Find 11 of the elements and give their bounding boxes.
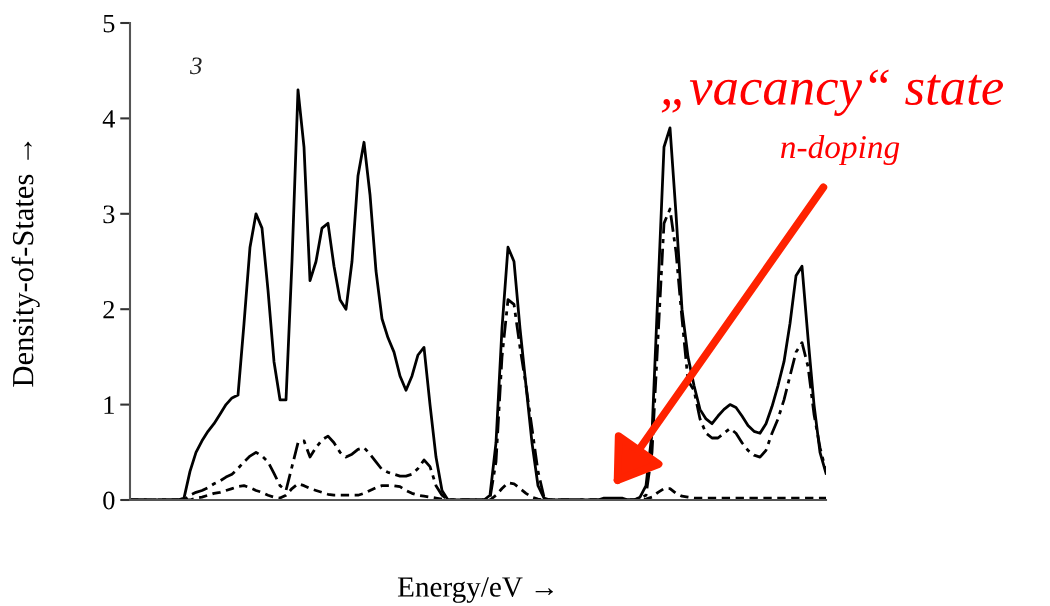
annotation: 3 <box>189 57 202 75</box>
y-axis-title: Density-of-States → <box>11 141 40 387</box>
y-tick-label: 5 <box>103 14 115 33</box>
y-tick-label: 0 <box>103 491 115 510</box>
y-tick-label: 4 <box>102 110 115 128</box>
y-tick-label: 1 <box>104 396 114 414</box>
annotation: „vacancy“ state <box>661 69 1004 116</box>
y-tick-label: 2 <box>103 300 114 319</box>
x-axis-title: Energy/eV → <box>397 577 553 603</box>
annotation: n-doping <box>781 134 900 166</box>
y-tick-label: 3 <box>103 205 115 224</box>
